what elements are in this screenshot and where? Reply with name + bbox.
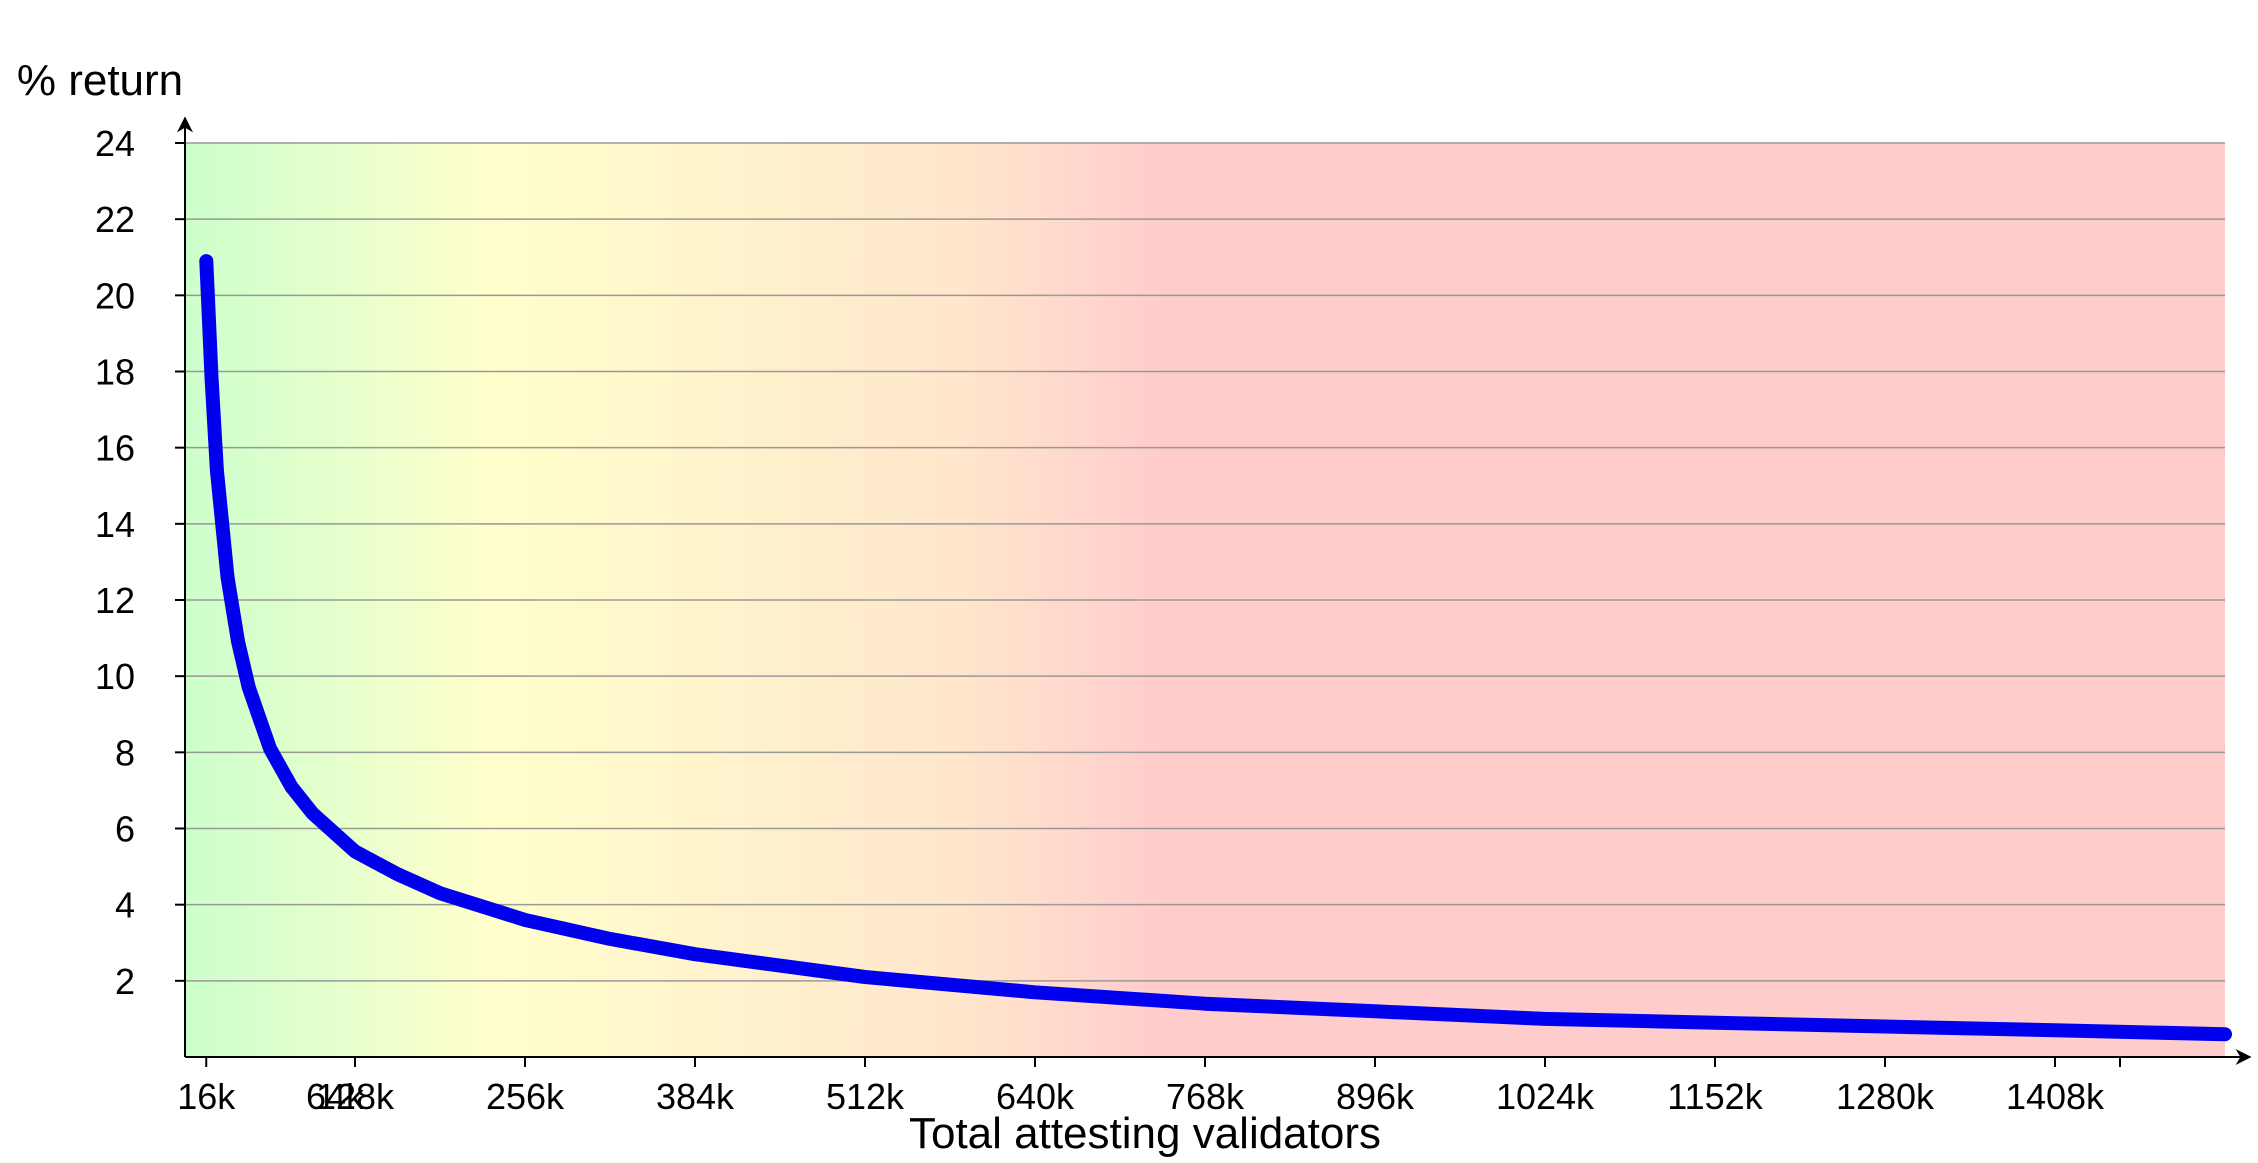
y-tick-label: 18 xyxy=(95,352,135,393)
x-tick-label: 1024k xyxy=(1496,1076,1595,1117)
x-tick-label: 896k xyxy=(1336,1076,1415,1117)
axes xyxy=(175,116,2252,1067)
x-tick-label: 1152k xyxy=(1667,1076,1763,1117)
y-tick-label: 10 xyxy=(95,656,135,697)
x-tick-label: 16k xyxy=(177,1076,236,1117)
x-tick-label: 640k xyxy=(996,1076,1075,1117)
series-layer xyxy=(199,254,2232,1042)
x-tick-label: 64k xyxy=(306,1076,365,1117)
y-tick-label: 22 xyxy=(95,199,135,240)
y-tick-label: 20 xyxy=(95,275,135,316)
y-tick-label: 4 xyxy=(115,885,135,926)
x-tick-label: 1280k xyxy=(1836,1076,1935,1117)
y-tick-label: 14 xyxy=(95,504,135,545)
y-tick-label: 12 xyxy=(95,580,135,621)
y-tick-label: 8 xyxy=(115,732,135,773)
x-tick-label: 768k xyxy=(1166,1076,1245,1117)
x-tick-label: 256k xyxy=(486,1076,565,1117)
x-tick-label: 512k xyxy=(826,1076,905,1117)
x-tick-label: 128k xyxy=(316,1076,395,1117)
y-tick-label: 6 xyxy=(115,809,135,850)
grid-lines xyxy=(185,142,2225,982)
x-axis-title: Total attesting validators xyxy=(909,1109,1381,1158)
x-tick-label: 384k xyxy=(656,1076,735,1117)
y-axis-title: % return xyxy=(17,56,183,105)
y-tick-label: 24 xyxy=(95,123,135,164)
x-tick-label: 1408k xyxy=(2006,1076,2105,1117)
return-curve-line xyxy=(199,254,2232,1042)
y-tick-label: 16 xyxy=(95,428,135,469)
y-tick-label: 2 xyxy=(115,961,135,1002)
